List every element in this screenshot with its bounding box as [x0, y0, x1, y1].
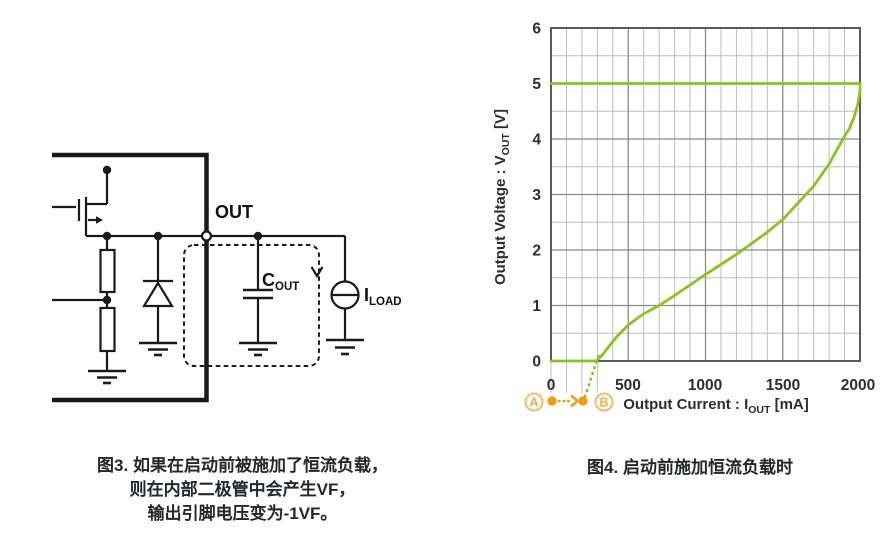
figure3-caption: 图3. 如果在启动前被施加了恒流负载， 则在内部二极管中会产生VF， 输出引脚电…: [15, 454, 470, 526]
svg-text:0: 0: [532, 354, 541, 371]
circled-b-icon: [594, 392, 614, 412]
ground-symbol: [239, 341, 277, 357]
svg-text:1: 1: [532, 298, 541, 315]
drain-supply-stub: [86, 165, 112, 206]
figure3-caption-line2: 则在内部二极管中会产生VF，: [129, 480, 356, 499]
svg-text:1000: 1000: [688, 377, 722, 394]
svg-text:6: 6: [532, 21, 541, 38]
circled-a-icon: [524, 392, 544, 412]
svg-text:2: 2: [532, 243, 541, 260]
out-pin-label: OUT: [215, 202, 253, 222]
transition-arrow-head-icon: [570, 394, 580, 408]
series-startup-transition: [581, 351, 602, 404]
figure3-caption-line3: 输出引脚电压变为-1VF。: [147, 504, 338, 523]
svg-text:2000: 2000: [841, 377, 875, 394]
y-axis-title: Output Voltage : VOUT [V]: [492, 109, 512, 285]
svg-text:5: 5: [532, 76, 541, 93]
output-capacitor: [239, 236, 277, 357]
y-axis-tick-labels: 0 1 2 3 4 5 6: [532, 21, 541, 371]
point-b-label: B: [599, 396, 608, 410]
point-a-dot: [547, 396, 557, 406]
dashed-highlight-box: [183, 244, 320, 367]
ground-symbol: [139, 341, 177, 357]
ground-symbol: [88, 369, 126, 385]
chart-series: [549, 82, 862, 404]
svg-text:3: 3: [532, 187, 541, 204]
plot-border: [550, 27, 861, 362]
svg-text:0: 0: [547, 377, 556, 394]
point-a-label: A: [529, 396, 538, 410]
svg-text:1500: 1500: [766, 377, 800, 394]
internal-diode: [139, 236, 177, 357]
iload-label: ILOAD: [364, 285, 402, 308]
ground-symbol: [326, 338, 364, 356]
figure4-caption: 图4. 启动前施加恒流负载时: [587, 458, 793, 477]
series-output-voltage-vs-current: [549, 82, 862, 363]
ic-boundary: [52, 152, 209, 403]
x-axis-tick-labels: 0 500 1000 1500 2000: [547, 377, 876, 394]
cout-label: COUT: [262, 270, 299, 293]
pmos-transistor: [52, 197, 103, 236]
svg-text:500: 500: [615, 377, 641, 394]
startup-annotation: A B: [524, 392, 614, 412]
out-pin-node: [200, 230, 213, 242]
current-direction-arrow-icon: [310, 266, 324, 279]
figure3-caption-line1: 图3. 如果在启动前被施加了恒流负载，: [97, 456, 388, 475]
feedback-divider: [52, 236, 126, 385]
load-current-source: [326, 236, 364, 356]
svg-text:4: 4: [532, 132, 541, 149]
mosfet-arrow-icon: [96, 216, 103, 224]
point-b-dot: [578, 396, 588, 406]
x-axis-title: Output Current : IOUT [mA]: [623, 396, 808, 416]
